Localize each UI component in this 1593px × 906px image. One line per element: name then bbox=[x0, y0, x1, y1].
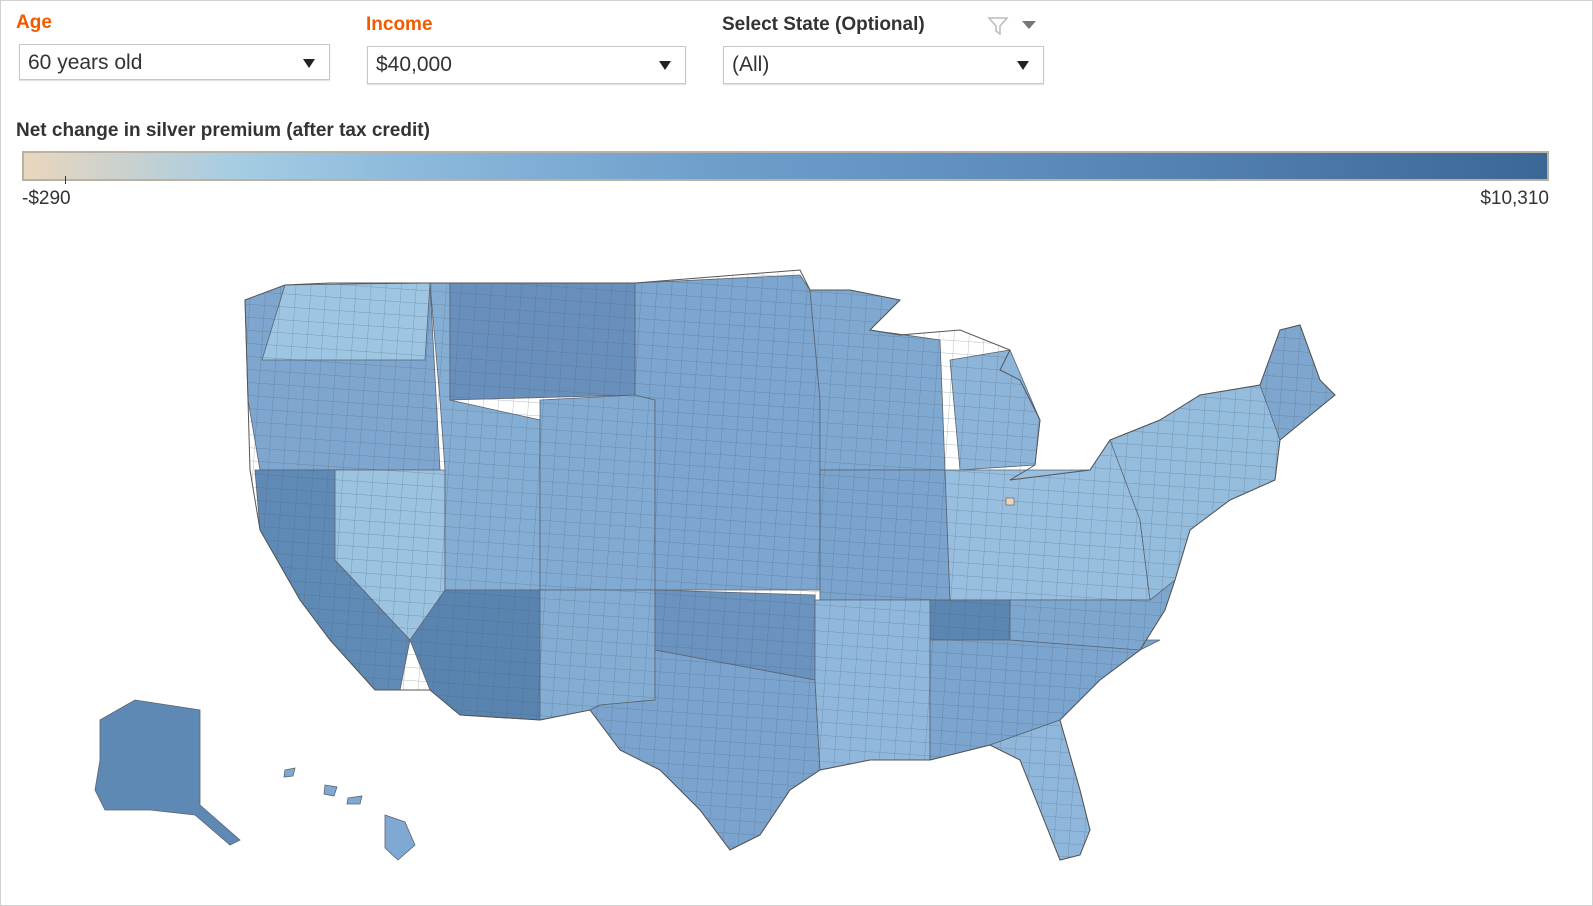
legend-max-label: $10,310 bbox=[1480, 188, 1549, 209]
age-value: 60 years old bbox=[28, 51, 143, 74]
income-value: $40,000 bbox=[376, 53, 452, 76]
region-lower-mississippi[interactable] bbox=[814, 599, 931, 771]
dropdown-menu-icon[interactable] bbox=[1022, 21, 1036, 29]
region-montana[interactable] bbox=[449, 282, 636, 401]
region-hawaii-kauai[interactable] bbox=[323, 784, 338, 797]
region-iowa-missouri-illinois[interactable] bbox=[819, 469, 951, 601]
region-hawaii-maui[interactable] bbox=[346, 795, 363, 805]
legend-title: Net change in silver premium (after tax … bbox=[16, 120, 430, 141]
state-label: Select State (Optional) bbox=[722, 14, 925, 35]
region-wyoming-colorado[interactable] bbox=[539, 394, 656, 591]
color-legend-bar bbox=[22, 151, 1549, 181]
chevron-down-icon bbox=[1017, 61, 1029, 70]
chevron-down-icon bbox=[303, 59, 315, 68]
state-value: (All) bbox=[732, 53, 770, 76]
age-dropdown[interactable]: 60 years old bbox=[19, 44, 330, 80]
region-florida[interactable] bbox=[988, 719, 1091, 861]
county-negative-change[interactable] bbox=[1005, 497, 1015, 506]
filter-icon[interactable] bbox=[987, 16, 1009, 36]
region-great-plains[interactable] bbox=[634, 274, 821, 591]
state-dropdown[interactable]: (All) bbox=[723, 46, 1044, 84]
region-upper-midwest[interactable] bbox=[809, 289, 946, 471]
us-outline bbox=[244, 269, 1336, 861]
region-hawaii-oahu[interactable] bbox=[283, 767, 296, 778]
region-hawaii-island[interactable] bbox=[384, 814, 416, 861]
chevron-down-icon bbox=[659, 61, 671, 70]
income-dropdown[interactable]: $40,000 bbox=[367, 46, 686, 84]
income-label: Income bbox=[366, 14, 433, 35]
region-washington[interactable] bbox=[261, 282, 431, 361]
region-alaska[interactable] bbox=[94, 699, 241, 846]
legend-zero-tick bbox=[65, 176, 66, 184]
region-new-mexico[interactable] bbox=[539, 589, 656, 721]
legend-min-label: -$290 bbox=[22, 188, 71, 209]
region-michigan[interactable] bbox=[949, 349, 1041, 471]
age-label: Age bbox=[16, 12, 52, 33]
